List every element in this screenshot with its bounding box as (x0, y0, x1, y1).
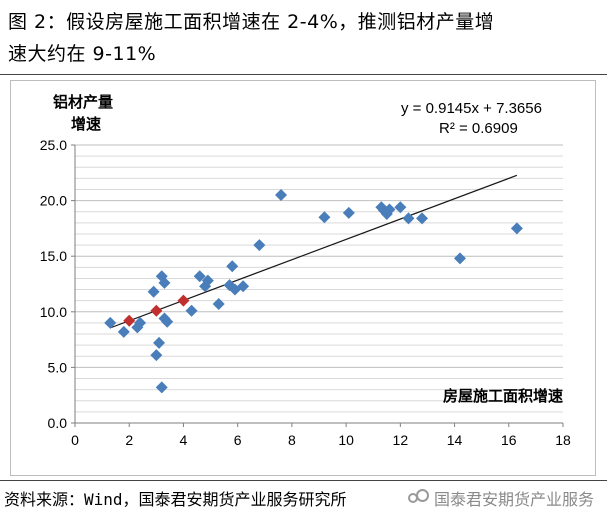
data-point (275, 189, 288, 202)
data-point (131, 321, 144, 334)
data-point (201, 274, 214, 287)
x-tick-labels: 0 2 4 6 8 10 12 14 16 18 (71, 432, 571, 448)
data-point (318, 211, 331, 224)
x-tick-label: 6 (234, 432, 242, 448)
y-tick-label: 15.0 (40, 248, 67, 264)
data-point (383, 203, 396, 216)
data-point (153, 336, 166, 349)
data-point (342, 206, 355, 219)
data-point (155, 381, 168, 394)
x-tick-label: 4 (180, 432, 188, 448)
figure-title-line2: 速大约在 9-11% (8, 43, 157, 65)
chart-frame: 0.0 5.0 10.0 15.0 20.0 25.0 0 2 4 6 8 10 12 14 16 18 铝… (10, 80, 596, 476)
data-point (158, 276, 171, 289)
data-points (104, 189, 523, 394)
title-divider (0, 74, 607, 75)
data-point (147, 285, 160, 298)
watermark-text: 国泰君安期货产业服务 (434, 490, 595, 509)
y-tick-label: 5.0 (48, 359, 68, 375)
scatter-chart: 0.0 5.0 10.0 15.0 20.0 25.0 0 2 4 6 8 10 12 14 16 18 铝… (40, 93, 571, 448)
trendline (110, 174, 518, 329)
highlight-point (177, 294, 190, 307)
r-squared: R² = 0.6909 (439, 120, 518, 137)
highlight-point (123, 314, 136, 327)
data-point (212, 298, 225, 311)
x-tick-label: 8 (288, 432, 296, 448)
figure-title: 图 2：假设房屋施工面积增速在 2-4%，推测铝材产量增 速大约在 9-11% (8, 6, 600, 70)
axes (71, 144, 564, 427)
x-tick-label: 2 (125, 432, 133, 448)
y-axis-label-line2: 增速 (71, 115, 101, 133)
x-tick-label: 18 (555, 432, 571, 448)
data-point (134, 316, 147, 329)
highlight-point (150, 304, 163, 317)
data-point (453, 252, 466, 265)
data-point (402, 212, 415, 225)
y-tick-label: 25.0 (40, 137, 67, 153)
data-point (394, 201, 407, 214)
y-axis-label-line1: 铝材产量 (53, 93, 113, 111)
data-point (237, 280, 250, 293)
x-tick-label: 16 (501, 432, 517, 448)
wechat-icon (408, 489, 430, 507)
data-point (226, 260, 239, 273)
data-point (117, 325, 130, 338)
y-tick-labels: 0.0 5.0 10.0 15.0 20.0 25.0 (40, 137, 67, 431)
source-note: 资料来源：Wind，国泰君安期货产业服务研究所 (4, 490, 347, 509)
figure-title-line1: 图 2：假设房屋施工面积增速在 2-4%，推测铝材产量增 (8, 11, 495, 33)
x-axis-label: 房屋施工面积增速 (443, 387, 563, 405)
source-divider (0, 480, 607, 481)
trendline-group (110, 174, 518, 329)
data-point (193, 270, 206, 283)
data-point (161, 315, 174, 328)
x-tick-label: 0 (71, 432, 79, 448)
x-tick-label: 10 (338, 432, 354, 448)
data-point (416, 212, 429, 225)
y-tick-label: 0.0 (48, 415, 68, 431)
data-point (253, 239, 266, 252)
data-point (104, 316, 117, 329)
data-point (510, 222, 523, 235)
data-point (185, 304, 198, 317)
x-tick-label: 14 (447, 432, 463, 448)
x-tick-label: 12 (393, 432, 409, 448)
data-point (150, 349, 163, 362)
y-tick-label: 20.0 (40, 193, 67, 209)
y-tick-label: 10.0 (40, 304, 67, 320)
trend-equation: y = 0.9145x + 7.3656 (401, 100, 542, 117)
watermark: 国泰君安期货产业服务 (408, 486, 594, 510)
